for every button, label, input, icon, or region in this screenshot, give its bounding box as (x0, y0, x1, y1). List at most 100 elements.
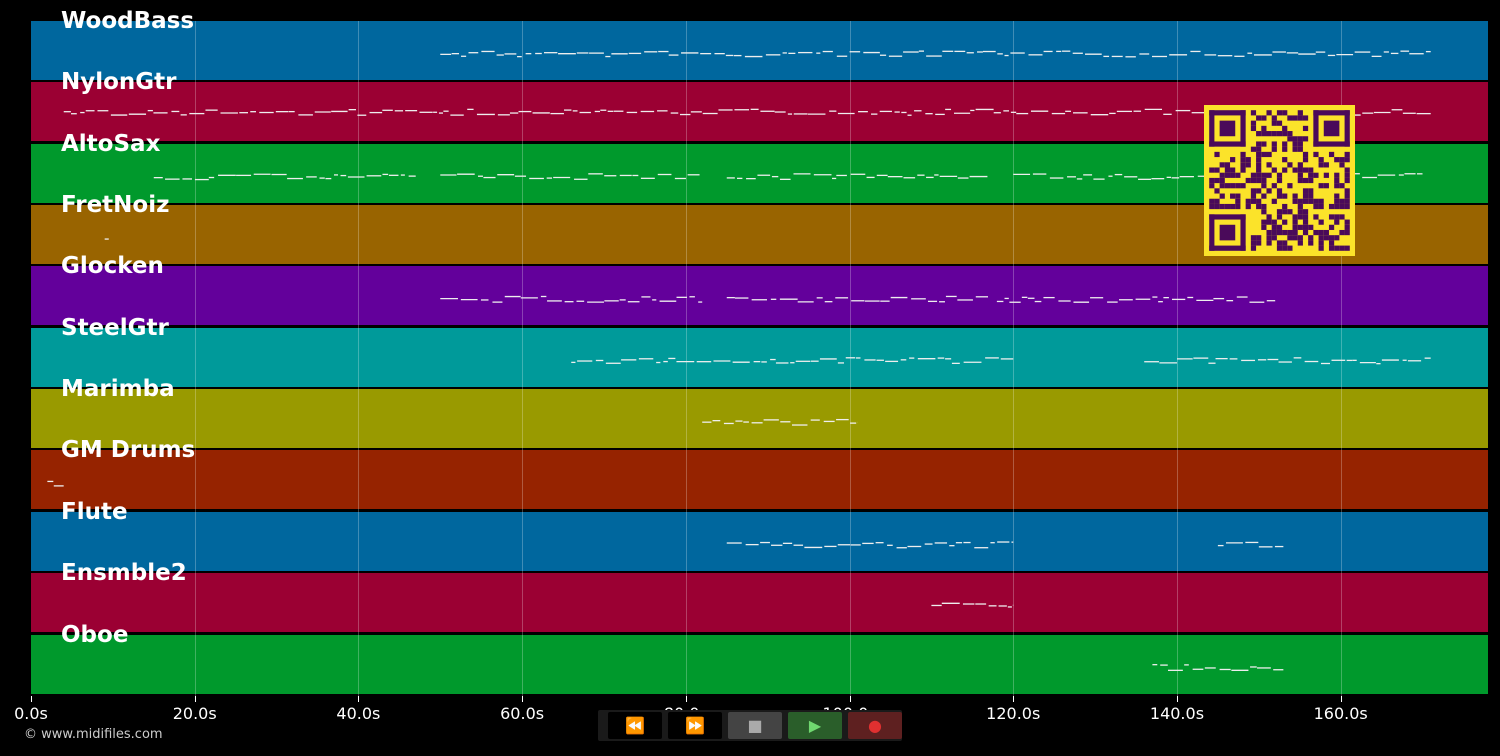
qr-module (1308, 193, 1314, 199)
qr-module (1282, 219, 1288, 225)
qr-module (1328, 240, 1335, 246)
qr-module (1250, 193, 1257, 199)
qr-module (1266, 235, 1272, 241)
qr-module (1318, 162, 1324, 168)
qr-module (1266, 214, 1272, 220)
qr-module (1339, 214, 1345, 220)
qr-module (1334, 203, 1340, 210)
qr-module (1292, 167, 1298, 173)
qr-module (1328, 151, 1335, 158)
qr-module (1344, 157, 1350, 163)
qr-module (1256, 141, 1262, 147)
qr-module (1219, 177, 1225, 184)
qr-module (1297, 141, 1303, 147)
qr-module (1302, 219, 1309, 225)
qr-module (1250, 240, 1257, 246)
track-label: SteelGtr (61, 314, 169, 341)
qr-module (1282, 146, 1288, 152)
stop-icon: ■ (747, 716, 763, 735)
qr-module (1209, 110, 1215, 147)
rewind-button[interactable]: ⏪ (608, 712, 662, 739)
qr-module (1344, 245, 1350, 251)
qr-module (1214, 188, 1220, 194)
qr-module (1282, 141, 1288, 147)
qr-module (1344, 188, 1350, 194)
qr-module (1302, 198, 1309, 204)
qr-module (1292, 224, 1298, 230)
qr-module (1287, 136, 1293, 142)
qr-module (1276, 214, 1283, 220)
qr-module (1282, 203, 1288, 210)
gridline (1013, 21, 1015, 696)
qr-module (1256, 203, 1262, 210)
track-gm-drums: GM Drums (31, 437, 1488, 510)
qr-module (1245, 203, 1251, 210)
track-marimba: Marimba (31, 376, 1488, 449)
qr-module (1271, 235, 1277, 241)
gridline (522, 21, 524, 696)
qr-module (1256, 235, 1262, 241)
qr-module (1250, 125, 1257, 132)
qr-module (1230, 172, 1236, 178)
qr-module (1334, 235, 1340, 241)
qr-module (1266, 172, 1272, 178)
qr-module (1271, 167, 1277, 173)
qr-module (1276, 209, 1283, 215)
qr-module (1240, 214, 1246, 251)
qr-module (1266, 162, 1272, 168)
qr-module (1334, 157, 1340, 163)
track-steelgtr: SteelGtr (31, 315, 1488, 387)
qr-module (1318, 240, 1324, 246)
play-button[interactable]: ▶ (788, 712, 842, 739)
qr-module (1302, 136, 1309, 142)
qr-module (1344, 219, 1350, 225)
qr-module (1266, 229, 1272, 236)
qr-module (1313, 151, 1319, 158)
qr-module (1328, 224, 1335, 230)
qr-module (1256, 240, 1262, 246)
track-woodbass: WoodBass (31, 8, 1488, 80)
qr-module (1297, 203, 1303, 210)
qr-module (1282, 240, 1288, 246)
record-button[interactable]: ● (848, 712, 902, 739)
qr-module (1292, 193, 1298, 199)
qr-module (1282, 157, 1288, 163)
qr-module (1334, 245, 1340, 251)
track-label: GM Drums (61, 437, 196, 464)
qr-module (1287, 131, 1293, 137)
qr-module (1209, 141, 1246, 147)
qr-module (1297, 177, 1303, 184)
qr-module (1318, 245, 1324, 251)
qr-module (1297, 162, 1303, 168)
qr-module (1276, 245, 1283, 251)
qr-module (1250, 172, 1257, 178)
qr-module (1318, 229, 1324, 236)
axis-tick-label: 120.0s (986, 704, 1041, 723)
qr-module (1256, 131, 1262, 137)
qr-module (1219, 183, 1225, 189)
qr-module (1339, 162, 1345, 168)
qr-module (1240, 167, 1246, 173)
track-label: WoodBass (61, 8, 195, 34)
qr-module (1224, 203, 1231, 210)
qr-module (1323, 183, 1329, 189)
qr-module (1344, 193, 1350, 199)
qr-module (1245, 198, 1251, 204)
qr-module (1282, 209, 1288, 215)
qr-module (1271, 219, 1277, 225)
qr-module (1256, 151, 1262, 158)
qr-module (1318, 183, 1324, 189)
qr-module (1256, 188, 1262, 194)
qr-code-graphic (1209, 110, 1350, 251)
qr-module (1209, 203, 1215, 210)
qr-module (1235, 203, 1241, 210)
qr-module (1282, 125, 1288, 132)
qr-module (1214, 203, 1220, 210)
fast-forward-button[interactable]: ⏩ (668, 712, 722, 739)
fast-forward-icon: ⏩ (685, 716, 705, 735)
gridline (685, 21, 687, 696)
qr-module (1318, 235, 1324, 241)
qr-module (1261, 151, 1267, 158)
qr-module (1297, 235, 1303, 241)
stop-button[interactable]: ■ (728, 712, 782, 739)
